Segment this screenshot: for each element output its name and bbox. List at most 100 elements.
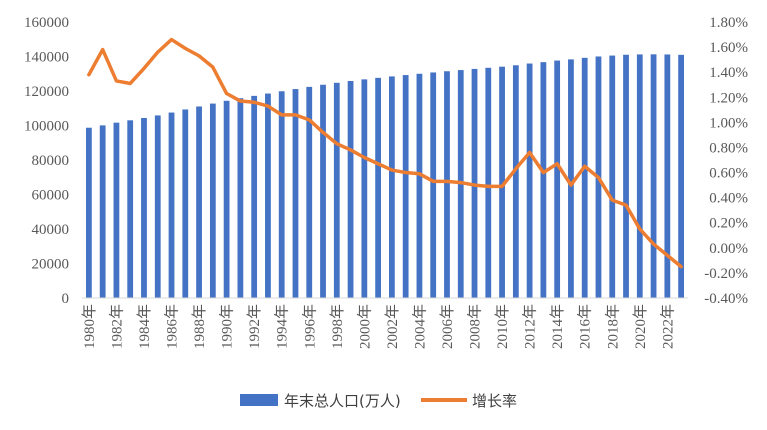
growth-rate-point-1996 [307,118,311,122]
growth-rate-point-1983 [128,81,132,85]
growth-rate-point-1989 [211,65,215,69]
growth-rate-point-2003 [404,171,408,175]
growth-rate-point-2016 [583,164,587,168]
left-y-axis: 0 20000 40000 60000 80000 100000 120000 140000 1… [24,15,69,307]
legend-swatch-population [240,394,278,406]
x-tick-label: 2020年 [632,304,649,349]
growth-rate-point-2018 [610,198,614,202]
growth-rate-point-2009 [486,184,490,188]
y-left-tick-label: 100000 [24,119,69,135]
bar-1997 [320,84,326,298]
growth-rate-line [87,37,683,269]
growth-rate-point-2019 [624,203,628,207]
x-tick-label: 2012年 [522,304,539,349]
x-tick-label: 2018年 [604,304,621,349]
x-tick-label: 1980年 [81,304,98,349]
growth-rate-point-2020 [638,227,642,231]
y-right-tick-label: 0.60% [709,166,748,182]
x-tick-label: 2000年 [356,304,373,349]
legend-label-population: 年末总人口(万人) [284,392,401,410]
bar-1989 [209,103,216,298]
y-right-tick-label: 1.20% [709,90,748,106]
growth-rate-point-2004 [417,172,421,176]
growth-rate-point-2008 [473,183,477,187]
x-tick-label: 1988年 [191,304,208,349]
growth-rate-point-2022 [665,253,669,257]
bar-1981 [99,125,106,298]
y-right-tick-label: -0.20% [704,266,748,282]
bar-1983 [127,120,134,298]
y-right-tick-label: 0.20% [709,216,748,232]
y-right-tick-label: 0.00% [709,241,748,257]
legend-label-growth-rate: 增长率 [472,392,517,410]
bar-1984 [141,117,147,298]
x-tick-label: 1992年 [246,304,263,349]
bar-1985 [154,115,161,298]
x-tick-label: 1996年 [301,304,318,349]
x-tick-label: 1994年 [274,304,291,349]
x-tick-label: 2014年 [549,304,566,349]
growth-rate-point-2012 [528,150,532,154]
bar-2018 [609,55,616,298]
growth-rate-point-1987 [183,46,187,50]
bar-1986 [168,112,175,298]
bar-1998 [333,82,340,298]
growth-rate-point-1980 [87,73,91,77]
bar-2012 [526,63,533,298]
bar-1990 [223,100,230,298]
growth-rate-point-1985 [156,50,160,54]
y-right-tick-label: 0.80% [709,141,748,157]
x-tick-label: 1982年 [108,304,125,349]
y-left-tick-label: 140000 [24,50,69,66]
bar-2002 [388,76,395,298]
bar-1994 [278,91,285,298]
bar-2019 [623,54,629,299]
bar-1988 [196,106,202,298]
line-series-growth-rate [87,37,683,269]
y-left-tick-label: 0 [62,291,70,307]
growth-rate-point-1998 [335,142,339,146]
x-tick-label: 1986年 [164,304,181,349]
x-tick-label: 2008年 [467,304,484,349]
x-tick-label: 2010年 [494,304,511,349]
bar-2011 [512,65,519,299]
growth-rate-point-2013 [541,171,545,175]
growth-rate-point-2011 [514,167,518,171]
growth-rate-point-1981 [101,48,105,52]
growth-rate-point-1986 [170,38,174,42]
growth-rate-point-1999 [349,148,353,152]
growth-rate-point-1984 [142,66,146,70]
growth-rate-point-1993 [266,104,270,108]
bar-2000 [361,79,368,299]
y-right-tick-label: 1.40% [709,65,748,81]
x-tick-label: 2002年 [384,304,401,349]
y-left-tick-label: 60000 [32,188,70,204]
bar-1996 [306,86,313,298]
x-tick-label: 2006年 [439,304,456,349]
x-tick-label: 2022年 [659,304,676,349]
right-y-axis: -0.40% -0.20% 0.00% 0.20% 0.40% 0.60% 0.80% 1.0… [704,15,748,307]
bar-1995 [292,89,299,298]
bar-2003 [402,75,409,298]
growth-rate-point-2001 [376,162,380,166]
bar-2022 [664,54,671,298]
x-tick-label: 1998年 [329,304,346,349]
x-tick-label: 1990年 [219,304,236,349]
growth-rate-point-2007 [459,181,463,185]
bar-1993 [265,93,271,298]
y-right-tick-label: 0.40% [709,191,748,207]
y-right-tick-label: 1.00% [709,115,748,131]
growth-rate-point-1995 [293,113,297,117]
bar-2023 [678,54,684,298]
growth-rate-point-1988 [197,54,201,58]
y-left-tick-label: 80000 [32,153,70,169]
bar-2001 [375,77,381,298]
growth-rate-point-2010 [500,184,504,188]
bar-2006 [444,71,450,298]
growth-rate-point-1992 [252,100,256,104]
growth-rate-point-2005 [431,179,435,183]
bar-2009 [485,67,492,298]
y-left-tick-label: 20000 [32,257,70,273]
growth-rate-point-2017 [596,176,600,180]
